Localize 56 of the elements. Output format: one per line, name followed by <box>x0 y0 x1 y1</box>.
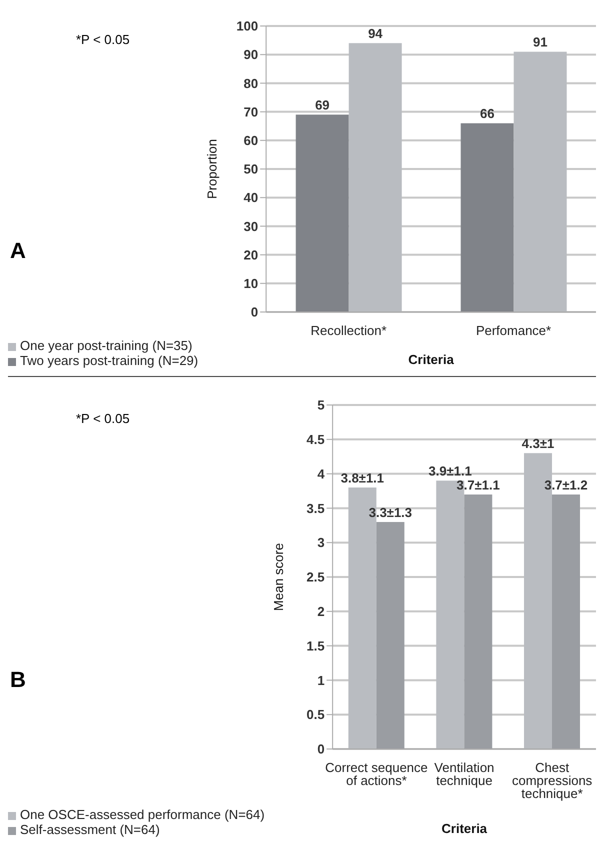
bar <box>376 522 404 749</box>
y-tick-label: 3.5 <box>306 500 325 516</box>
data-label: 3.7±1.1 <box>456 477 500 492</box>
legend-label: One year post-training (N=35) <box>20 338 192 353</box>
y-tick-label: 0.5 <box>306 707 325 722</box>
x-axis-title: Criteria <box>442 821 488 836</box>
data-label: 3.7±1.2 <box>544 477 588 492</box>
y-tick-label: 80 <box>244 76 258 91</box>
y-tick-label: 0 <box>317 742 325 757</box>
x-tick-label: Correct sequence of actions* <box>325 760 428 788</box>
y-tick-label: 4.5 <box>306 432 325 448</box>
bar <box>348 43 402 312</box>
y-axis-title: Mean score <box>271 543 286 611</box>
data-label: 3.8±1.1 <box>340 470 384 486</box>
data-label: 4.3±1 <box>522 436 554 452</box>
y-tick-label: 4 <box>317 466 326 482</box>
legend-label: Two years post-training (N=29) <box>20 353 198 368</box>
bar <box>514 52 567 312</box>
bar <box>296 114 349 312</box>
y-tick-label: 90 <box>244 47 258 62</box>
text: B <box>10 667 26 693</box>
data-label: 66 <box>480 106 494 122</box>
y-tick-label: 60 <box>244 133 258 148</box>
y-tick-label: 70 <box>244 104 258 120</box>
text: *P < 0.05 <box>76 411 130 426</box>
y-tick-label: 30 <box>244 218 258 234</box>
data-label: 69 <box>315 98 330 113</box>
y-tick-label: 10 <box>244 276 258 292</box>
text: *P < 0.05 <box>76 32 130 47</box>
data-label: 3.3±1.3 <box>368 504 412 520</box>
y-tick-label: 1.5 <box>306 638 325 654</box>
y-tick-label: 2.5 <box>306 570 325 585</box>
x-tick-label: Perfomance* <box>476 323 552 338</box>
data-label: 3.9±1.1 <box>428 464 472 479</box>
y-tick-label: 20 <box>244 247 258 262</box>
y-axis-title: Proportion <box>204 139 220 199</box>
bar <box>460 123 514 312</box>
y-tick-label: 3 <box>317 535 325 550</box>
y-tick-label: 40 <box>244 190 258 206</box>
y-tick-label: 100 <box>236 18 258 34</box>
data-label: 91 <box>533 34 548 50</box>
x-tick-label: Ventilation technique <box>434 760 494 788</box>
x-tick-label: Chest compressions technique* <box>512 760 593 802</box>
legend-label: One OSCE-assessed performance (N=64) <box>20 807 265 822</box>
y-tick-label: 0 <box>250 304 258 320</box>
x-axis-title: Criteria <box>408 352 455 367</box>
data-label: 94 <box>368 26 384 42</box>
y-tick-label: 2 <box>317 604 325 620</box>
text: A <box>10 238 26 264</box>
y-tick-label: 5 <box>317 398 325 413</box>
bar <box>552 494 580 749</box>
y-tick-label: 1 <box>317 672 325 688</box>
legend-label: Self-assessment (N=64) <box>20 822 160 837</box>
y-tick-label: 50 <box>244 162 258 177</box>
bar <box>464 494 492 749</box>
x-tick-label: Recollection* <box>310 323 387 338</box>
